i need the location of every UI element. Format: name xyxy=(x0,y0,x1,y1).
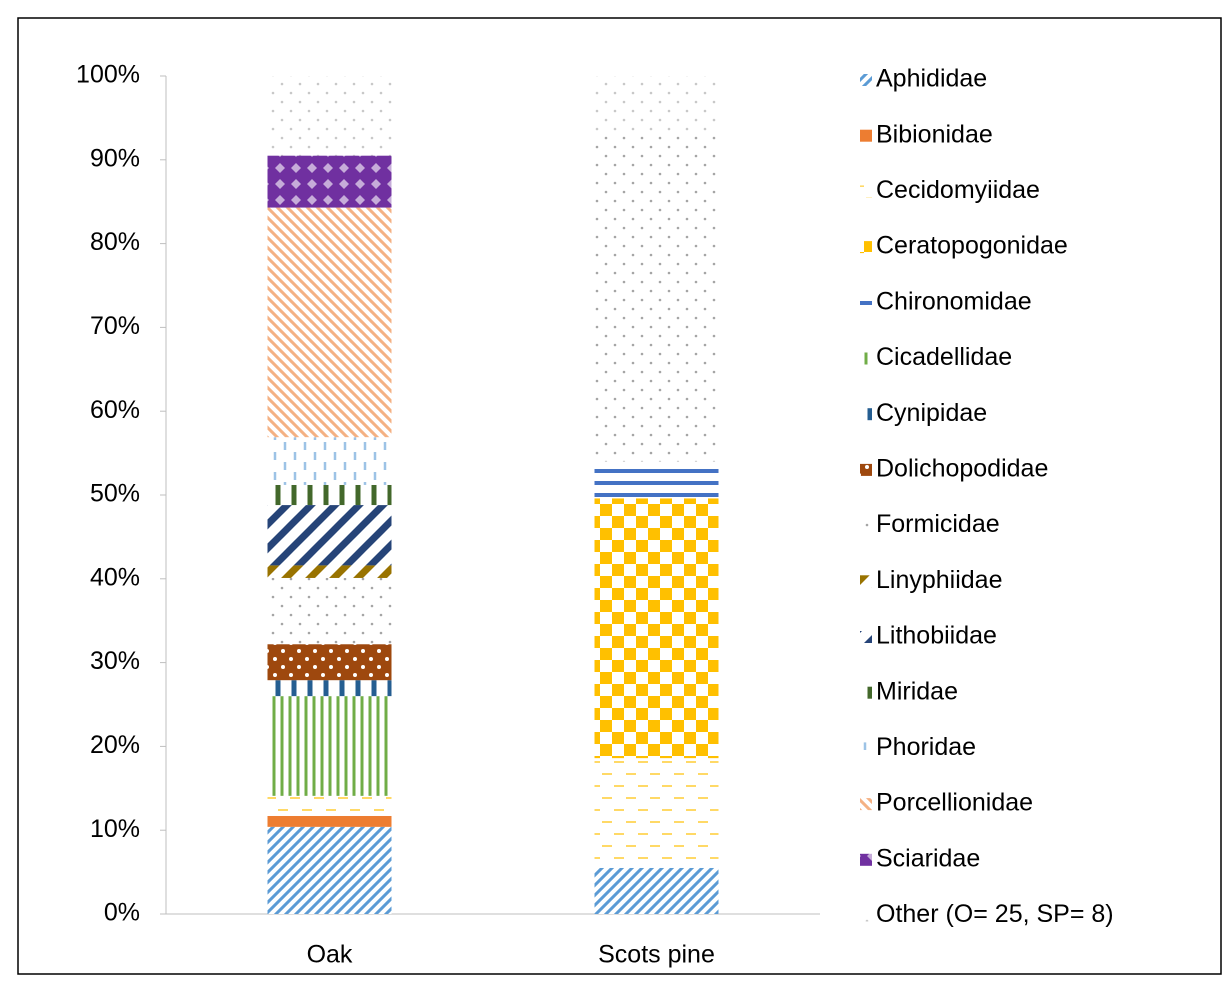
legend-label: Cynipidae xyxy=(876,399,987,427)
legend-label: Miridae xyxy=(876,677,958,705)
bar-segment xyxy=(267,565,392,578)
bar-segment xyxy=(594,130,719,462)
y-tick-label: 40% xyxy=(90,563,140,591)
y-tick-label: 50% xyxy=(90,480,140,508)
bar-segment xyxy=(267,484,392,506)
y-tick-label: 60% xyxy=(90,396,140,424)
legend-label: Ceratopogonidae xyxy=(876,232,1068,260)
bar-segment xyxy=(267,696,392,796)
legend-label: Chironomidae xyxy=(876,287,1032,315)
legend-label: Bibionidae xyxy=(876,120,993,148)
legend-swatch xyxy=(860,519,872,532)
bar-segment xyxy=(267,207,392,438)
bar-segment xyxy=(267,437,392,485)
y-tick-label: 0% xyxy=(104,899,140,927)
legend-swatch xyxy=(860,185,872,198)
legend-swatch xyxy=(860,631,872,643)
bar-segment xyxy=(594,758,719,868)
legend-label: Dolichopodidae xyxy=(876,455,1048,483)
legend-swatch xyxy=(860,463,872,476)
y-tick-label: 90% xyxy=(90,144,140,172)
bar-segment xyxy=(594,498,719,759)
legend-swatch xyxy=(860,909,872,922)
y-tick-label: 20% xyxy=(90,731,140,759)
legend-label: Sciaridae xyxy=(876,844,980,872)
legend-label: Cicadellidae xyxy=(876,343,1012,371)
bar-segment xyxy=(267,826,392,914)
legend-swatch xyxy=(860,853,872,866)
legend-swatch xyxy=(860,686,872,699)
legend-label: Aphididae xyxy=(876,65,987,93)
legend-swatch xyxy=(860,408,872,421)
legend-swatch xyxy=(860,798,872,811)
legend-label: Phoridae xyxy=(876,733,976,761)
y-tick-label: 100% xyxy=(76,61,140,89)
bar-segment xyxy=(267,815,392,827)
bar-segment xyxy=(267,644,392,681)
y-tick-label: 80% xyxy=(90,228,140,256)
legend-swatch xyxy=(860,352,872,365)
x-tick-label: Oak xyxy=(307,941,353,969)
x-tick-label: Scots pine xyxy=(598,941,715,969)
bar-segment xyxy=(594,76,719,131)
legend-label: Porcellionidae xyxy=(876,789,1033,817)
legend-swatch xyxy=(860,129,872,142)
bar-segment xyxy=(267,680,392,697)
y-tick-label: 70% xyxy=(90,312,140,340)
legend-label: Other (O= 25, SP= 8) xyxy=(876,900,1114,928)
y-tick-label: 30% xyxy=(90,647,140,675)
legend-label: Lithobiidae xyxy=(876,622,997,650)
legend-swatch xyxy=(860,296,872,309)
y-tick-label: 10% xyxy=(90,815,140,843)
legend-label: Linyphiidae xyxy=(876,566,1003,594)
bar-segment xyxy=(267,76,392,156)
legend-label: Formicidae xyxy=(876,510,1000,538)
bar-segment xyxy=(594,461,719,499)
legend-swatch xyxy=(860,575,872,588)
bar-segment xyxy=(267,505,392,566)
bar-segment xyxy=(267,795,392,816)
bar-segment xyxy=(267,577,392,645)
bar-segment xyxy=(267,155,392,208)
legend-swatch xyxy=(860,241,872,254)
legend-swatch xyxy=(860,742,872,755)
bar-segment xyxy=(594,867,719,914)
legend-swatch xyxy=(860,74,872,86)
legend-label: Cecidomyiidae xyxy=(876,176,1040,204)
